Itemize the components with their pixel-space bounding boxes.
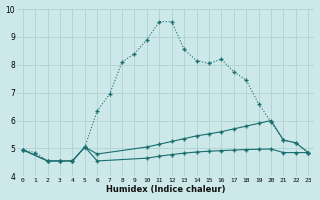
X-axis label: Humidex (Indice chaleur): Humidex (Indice chaleur)	[106, 185, 225, 194]
